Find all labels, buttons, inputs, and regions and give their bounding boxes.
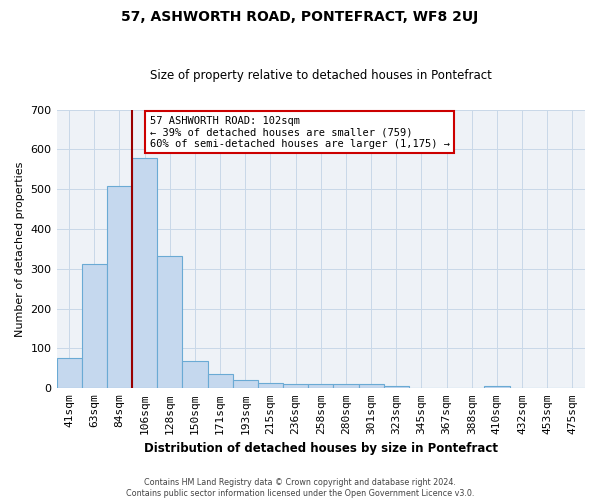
Bar xyxy=(233,380,258,388)
Title: Size of property relative to detached houses in Pontefract: Size of property relative to detached ho… xyxy=(150,69,492,82)
Bar xyxy=(283,384,308,388)
X-axis label: Distribution of detached houses by size in Pontefract: Distribution of detached houses by size … xyxy=(144,442,498,455)
Bar xyxy=(308,384,334,388)
Bar xyxy=(132,158,157,388)
Bar xyxy=(334,384,359,388)
Bar xyxy=(107,186,132,388)
Bar xyxy=(258,382,283,388)
Text: 57, ASHWORTH ROAD, PONTEFRACT, WF8 2UJ: 57, ASHWORTH ROAD, PONTEFRACT, WF8 2UJ xyxy=(121,10,479,24)
Bar xyxy=(56,358,82,388)
Text: Contains HM Land Registry data © Crown copyright and database right 2024.
Contai: Contains HM Land Registry data © Crown c… xyxy=(126,478,474,498)
Bar xyxy=(208,374,233,388)
Bar xyxy=(82,264,107,388)
Bar xyxy=(157,256,182,388)
Bar xyxy=(484,386,509,388)
Y-axis label: Number of detached properties: Number of detached properties xyxy=(15,161,25,336)
Text: 57 ASHWORTH ROAD: 102sqm
← 39% of detached houses are smaller (759)
60% of semi-: 57 ASHWORTH ROAD: 102sqm ← 39% of detach… xyxy=(149,116,449,148)
Bar xyxy=(359,384,383,388)
Bar xyxy=(383,386,409,388)
Bar xyxy=(182,361,208,388)
